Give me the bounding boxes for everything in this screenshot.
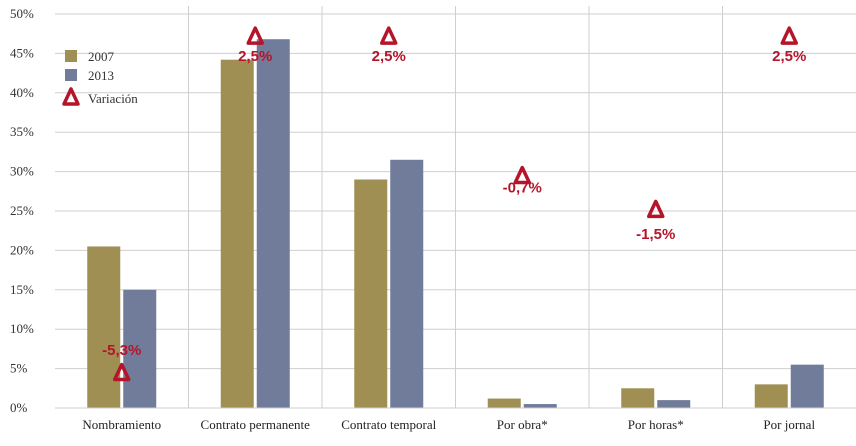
variation-triangle-icon	[62, 87, 80, 106]
variation-triangle-icon	[647, 199, 665, 219]
y-tick-label: 20%	[10, 242, 34, 257]
variation-triangle-icon	[780, 26, 798, 45]
x-tick-label: Por jornal	[763, 417, 815, 432]
bar-2007	[87, 246, 121, 408]
y-tick-label: 30%	[10, 164, 34, 179]
grid-lines	[55, 6, 856, 408]
variation-triangle-icon	[380, 26, 398, 45]
x-tick-label: Contrato permanente	[201, 417, 311, 432]
variation-triangle-icon	[113, 362, 131, 382]
x-axis: Nombramiento Contrato permanente Contrato …	[55, 407, 856, 432]
y-tick-label: 25%	[10, 203, 34, 218]
variation-label: 2,5%	[772, 48, 806, 65]
bar-2013	[256, 39, 290, 408]
x-tick-label: Nombramiento	[82, 417, 161, 432]
bar-2013	[523, 404, 557, 408]
y-tick-label: 10%	[10, 321, 34, 336]
y-tick-label: 5%	[10, 361, 28, 376]
y-tick-label: 50%	[10, 6, 34, 21]
y-tick-label: 35%	[10, 124, 34, 139]
bar-2007	[754, 384, 788, 408]
bar-2013	[390, 159, 424, 408]
x-tick-label: Contrato temporal	[341, 417, 436, 432]
variation-label: 2,5%	[372, 48, 406, 65]
bar-2013	[123, 289, 157, 408]
variation-label: -1,5%	[636, 226, 675, 243]
bar-2007	[621, 388, 655, 408]
y-tick-label: 0%	[10, 400, 28, 415]
bar-2007	[220, 59, 254, 408]
legend: 2007 2013 Variación	[62, 49, 138, 106]
x-tick-label: Por horas*	[628, 417, 684, 432]
legend-swatch-2013	[65, 69, 77, 81]
bar-2007	[354, 179, 388, 408]
variation-label: 2,5%	[238, 48, 272, 65]
legend-swatch-2007	[65, 50, 77, 62]
variation-triangle-icon	[246, 26, 264, 45]
y-axis: 0% 5% 10% 15% 20% 25% 30% 35% 40% 45% 50%	[10, 6, 34, 415]
variation-label: -5,3%	[102, 342, 141, 359]
bar-2007	[487, 398, 521, 408]
y-tick-label: 45%	[10, 45, 34, 60]
legend-label-variation: Variación	[88, 91, 138, 106]
y-tick-label: 15%	[10, 282, 34, 297]
bars	[87, 39, 824, 408]
legend-label-2013: 2013	[88, 68, 114, 83]
bar-2013	[657, 400, 691, 408]
bar-2013	[790, 364, 824, 408]
legend-label-2007: 2007	[88, 49, 115, 64]
variation-triangle-icon	[513, 165, 531, 185]
x-tick-label: Por obra*	[497, 417, 548, 432]
variation-markers: -5,3% 2,5% 2,5% -0,7% -1,5% 2,5%	[102, 26, 806, 382]
variation-label: -0,7%	[503, 180, 542, 197]
y-tick-label: 40%	[10, 85, 34, 100]
